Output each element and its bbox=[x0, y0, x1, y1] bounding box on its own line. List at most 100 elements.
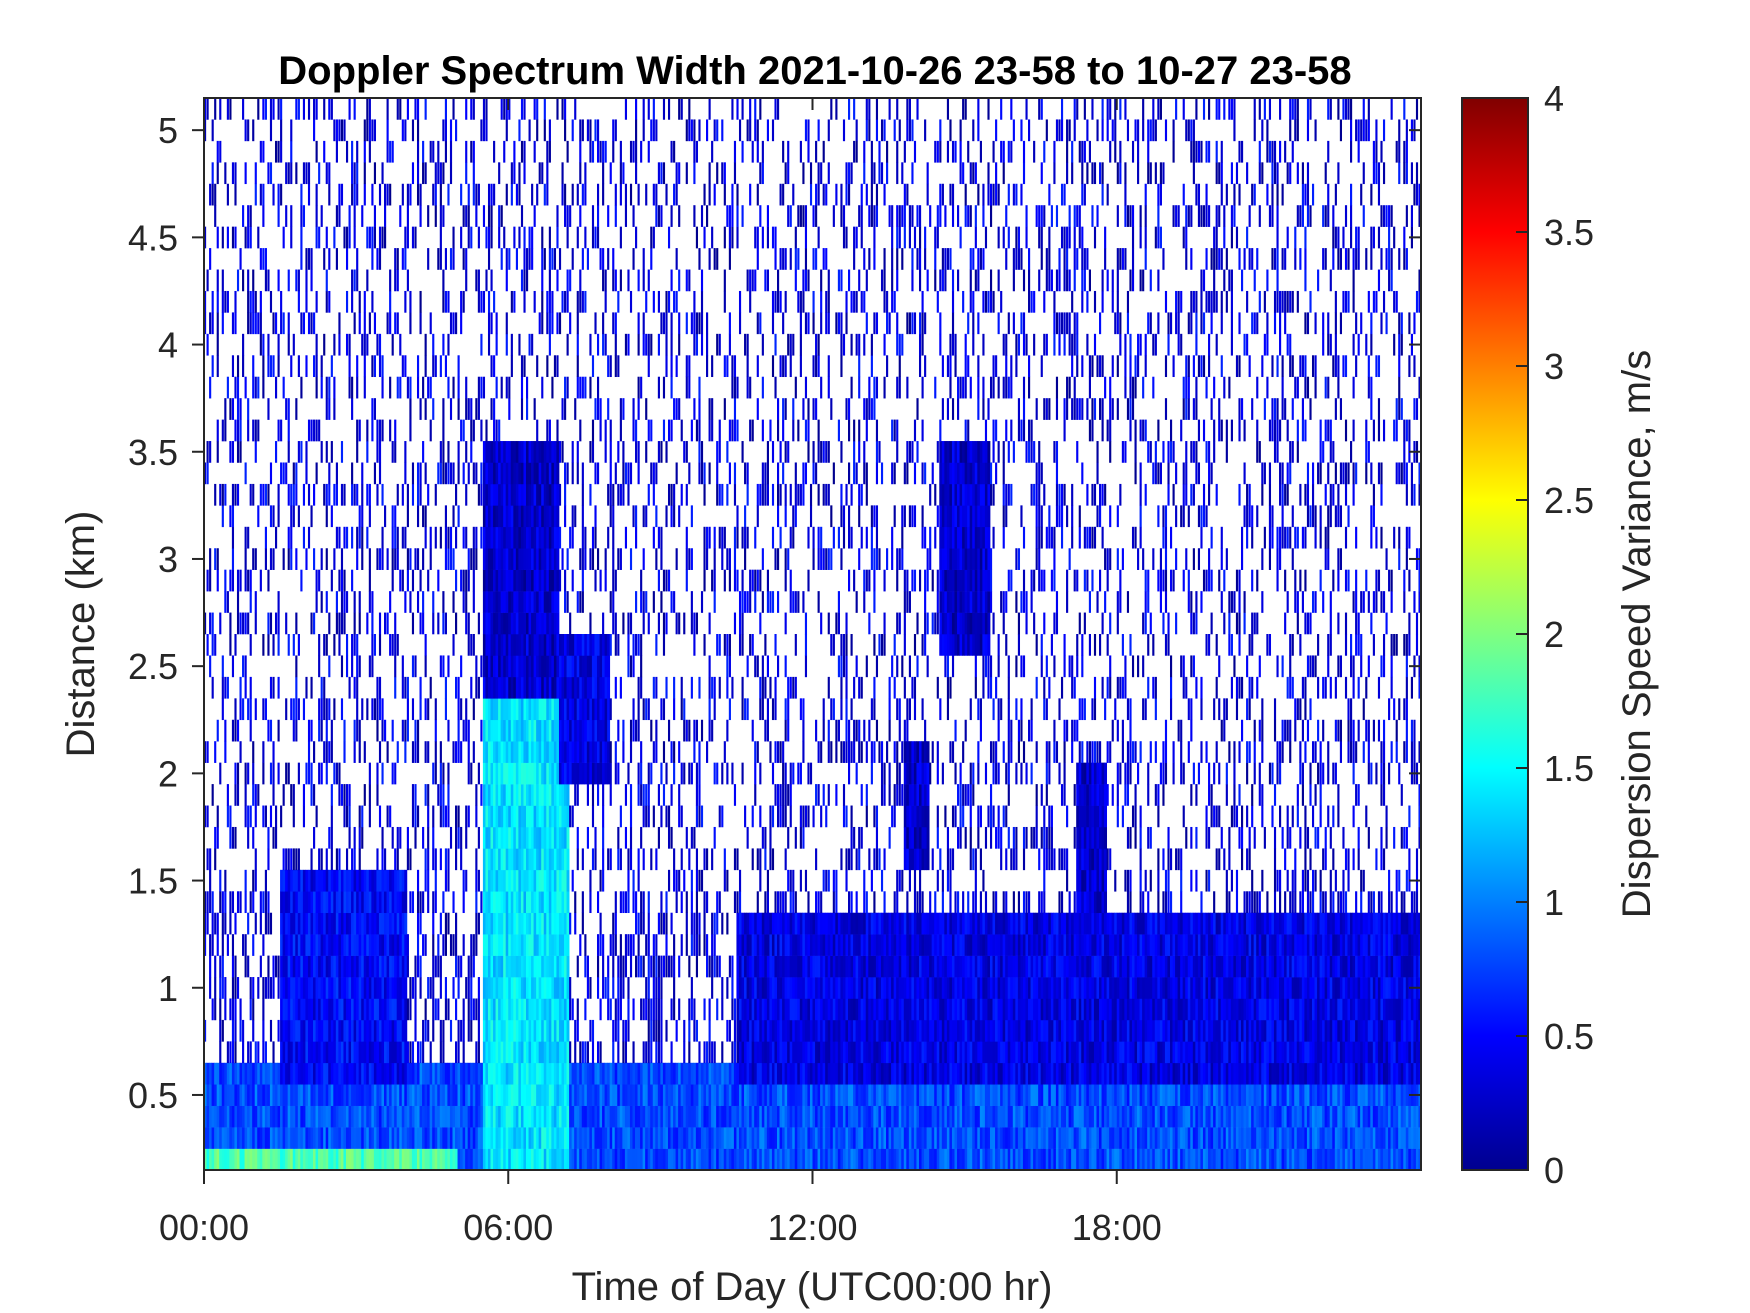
heatmap-cell bbox=[363, 891, 367, 914]
heatmap-cell bbox=[297, 955, 301, 978]
heatmap-cell bbox=[553, 934, 557, 956]
heatmap-cell bbox=[591, 762, 595, 785]
heatmap-cell bbox=[356, 1127, 360, 1149]
heatmap-cell bbox=[216, 719, 219, 742]
heatmap-cell bbox=[556, 98, 559, 120]
heatmap-cell bbox=[711, 1084, 715, 1106]
heatmap-cell bbox=[236, 269, 240, 292]
heatmap-cell bbox=[574, 784, 577, 806]
heatmap-cell bbox=[543, 998, 547, 1021]
heatmap-cell bbox=[234, 290, 237, 313]
heatmap-cell bbox=[561, 784, 565, 806]
heatmap-cell bbox=[591, 848, 595, 871]
heatmap-cell bbox=[460, 1148, 464, 1171]
heatmap-cell bbox=[526, 676, 529, 699]
heatmap-cell bbox=[523, 290, 526, 313]
heatmap-cell bbox=[373, 934, 377, 956]
heatmap-cell bbox=[204, 1062, 207, 1085]
heatmap-cell bbox=[429, 1084, 433, 1106]
heatmap-cell bbox=[523, 526, 527, 549]
heatmap-cell bbox=[267, 891, 270, 914]
heatmap-cell bbox=[650, 462, 653, 485]
heatmap-cell bbox=[368, 1041, 372, 1064]
heatmap-cell bbox=[300, 1105, 304, 1128]
heatmap-cell bbox=[528, 1041, 532, 1064]
heatmap-cell bbox=[277, 483, 280, 506]
heatmap-cell bbox=[498, 162, 501, 185]
heatmap-cell bbox=[310, 998, 314, 1021]
heatmap-cell bbox=[700, 312, 704, 335]
heatmap-cell bbox=[330, 719, 333, 742]
heatmap-cell bbox=[368, 226, 371, 249]
heatmap-cell bbox=[490, 698, 494, 721]
heatmap-cell bbox=[305, 1148, 309, 1171]
heatmap-cell bbox=[264, 1084, 268, 1106]
heatmap-cell bbox=[594, 462, 597, 485]
heatmap-cell bbox=[318, 912, 322, 935]
heatmap-cell bbox=[688, 548, 691, 570]
heatmap-cell bbox=[708, 698, 711, 721]
heatmap-cell bbox=[551, 248, 554, 270]
heatmap-cell bbox=[323, 634, 326, 656]
heatmap-cell bbox=[305, 162, 308, 185]
heatmap-cell bbox=[340, 119, 344, 142]
heatmap-cell bbox=[432, 934, 435, 956]
heatmap-cell bbox=[216, 140, 219, 163]
heatmap-cell bbox=[543, 698, 547, 721]
heatmap-cell bbox=[711, 1127, 715, 1149]
heatmap-cell bbox=[589, 119, 592, 142]
heatmap-cell bbox=[609, 1127, 613, 1149]
heatmap-cell bbox=[449, 312, 453, 335]
heatmap-cell bbox=[624, 98, 628, 120]
heatmap-cell bbox=[561, 548, 564, 570]
heatmap-cell bbox=[356, 1084, 360, 1106]
heatmap-cell bbox=[333, 226, 336, 249]
heatmap-cell bbox=[386, 1041, 390, 1064]
heatmap-cell bbox=[523, 355, 526, 378]
heatmap-cell bbox=[247, 698, 250, 721]
heatmap-cell bbox=[551, 998, 555, 1021]
heatmap-cell bbox=[475, 548, 478, 570]
heatmap-cell bbox=[432, 183, 435, 206]
heatmap-cell bbox=[538, 698, 542, 721]
heatmap-cell bbox=[538, 955, 542, 978]
heatmap-cell bbox=[660, 1105, 664, 1128]
heatmap-cell bbox=[594, 226, 597, 249]
heatmap-cell bbox=[363, 1084, 367, 1106]
heatmap-cell bbox=[267, 1084, 271, 1106]
heatmap-cell bbox=[546, 183, 549, 206]
heatmap-cell bbox=[660, 591, 663, 613]
heatmap-cell bbox=[647, 98, 650, 120]
heatmap-cell bbox=[569, 312, 572, 335]
heatmap-cell bbox=[515, 462, 519, 485]
heatmap-cell bbox=[485, 505, 489, 528]
heatmap-cell bbox=[515, 526, 519, 549]
heatmap-cell bbox=[206, 98, 209, 120]
heatmap-cell bbox=[558, 998, 562, 1021]
heatmap-cell bbox=[576, 462, 579, 485]
heatmap-cell bbox=[305, 955, 309, 978]
heatmap-cell bbox=[548, 934, 552, 956]
heatmap-cell bbox=[409, 290, 412, 313]
heatmap-cell bbox=[247, 1062, 251, 1085]
heatmap-cell bbox=[619, 998, 622, 1021]
heatmap-cell bbox=[295, 1127, 299, 1149]
heatmap-cell bbox=[455, 805, 458, 828]
heatmap-cell bbox=[472, 934, 475, 956]
heatmap-cell bbox=[495, 462, 499, 485]
heatmap-cell bbox=[384, 1041, 387, 1064]
heatmap-cell bbox=[267, 1148, 271, 1171]
heatmap-cell bbox=[487, 205, 491, 227]
heatmap-cell bbox=[533, 612, 537, 635]
heatmap-cell bbox=[399, 977, 403, 999]
heatmap-cell bbox=[675, 1019, 678, 1042]
heatmap-cell bbox=[546, 462, 550, 485]
heatmap-cell bbox=[457, 955, 460, 978]
heatmap-cell bbox=[305, 269, 308, 292]
heatmap-cell bbox=[409, 312, 412, 335]
heatmap-cell bbox=[581, 912, 584, 935]
heatmap-cell bbox=[523, 848, 527, 871]
heatmap-cell bbox=[472, 162, 475, 185]
heatmap-cell bbox=[642, 312, 645, 335]
heatmap-cell bbox=[533, 1062, 537, 1085]
